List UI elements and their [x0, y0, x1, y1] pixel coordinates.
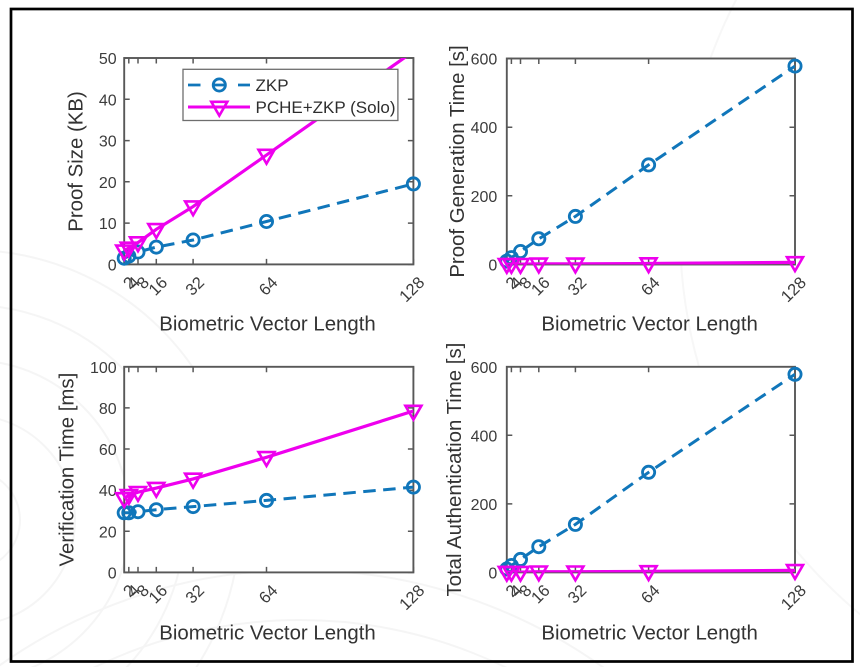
svg-text:10: 10: [99, 216, 117, 233]
svg-text:0: 0: [488, 258, 497, 275]
svg-text:200: 200: [471, 497, 498, 514]
svg-text:Total Authentication Time [s]: Total Authentication Time [s]: [444, 343, 466, 597]
svg-text:PCHE+ZKP (Solo): PCHE+ZKP (Solo): [256, 98, 396, 117]
svg-text:80: 80: [99, 401, 117, 418]
svg-text:ZKP: ZKP: [256, 76, 289, 95]
svg-text:Biometric Vector Length: Biometric Vector Length: [159, 314, 375, 336]
svg-text:50: 50: [99, 51, 117, 68]
svg-text:600: 600: [471, 52, 498, 69]
svg-text:400: 400: [471, 120, 498, 137]
svg-text:30: 30: [99, 134, 117, 151]
svg-text:Biometric Vector Length: Biometric Vector Length: [541, 314, 757, 336]
svg-text:0: 0: [108, 565, 117, 582]
svg-text:0: 0: [488, 565, 497, 582]
svg-text:20: 20: [99, 175, 117, 192]
svg-text:Biometric Vector Length: Biometric Vector Length: [541, 623, 757, 645]
svg-text:20: 20: [99, 524, 117, 541]
svg-text:400: 400: [471, 428, 498, 445]
svg-text:Proof Generation Time [s]: Proof Generation Time [s]: [447, 45, 469, 277]
svg-text:40: 40: [99, 483, 117, 500]
svg-text:40: 40: [99, 92, 117, 109]
svg-text:Proof Size (KB): Proof Size (KB): [66, 91, 88, 232]
svg-text:60: 60: [99, 442, 117, 459]
svg-text:0: 0: [108, 257, 117, 274]
svg-text:Biometric Vector Length: Biometric Vector Length: [159, 623, 375, 645]
svg-text:Verification Time [ms]: Verification Time [ms]: [57, 373, 79, 567]
svg-text:600: 600: [471, 360, 498, 377]
svg-text:200: 200: [471, 189, 498, 206]
svg-text:100: 100: [90, 360, 117, 377]
